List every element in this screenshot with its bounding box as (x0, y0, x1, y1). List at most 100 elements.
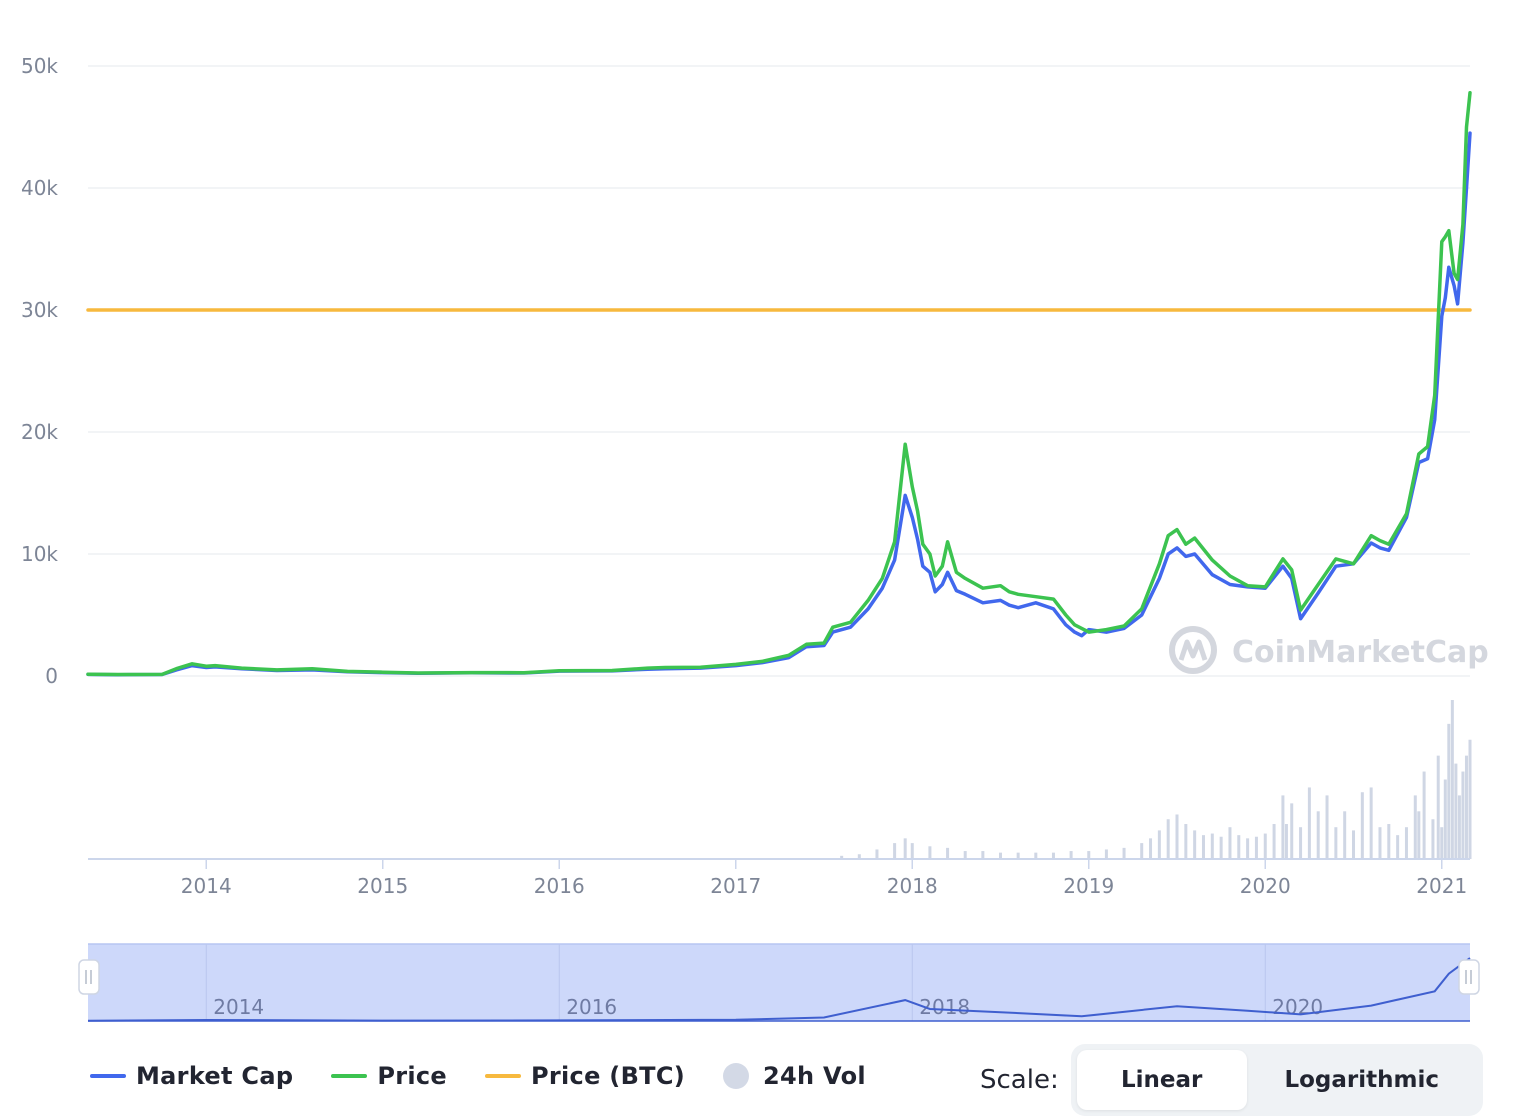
volume-bar (1343, 811, 1347, 859)
volume-bar (1413, 795, 1417, 859)
volume-bar (1219, 836, 1223, 859)
navigator-selection[interactable] (88, 944, 1470, 1021)
x-tick-2014: 2014 (181, 874, 232, 898)
volume-bar (1325, 795, 1329, 859)
volume-bar (1461, 771, 1465, 859)
volume-bar (946, 847, 950, 859)
volume-bar (1157, 830, 1161, 859)
y-tick-10k: 10k (21, 542, 58, 566)
y-tick-20k: 20k (21, 420, 58, 444)
scale-switcher: Scale: Linear Logarithmic (980, 1040, 1483, 1120)
volume-bar (1281, 795, 1285, 859)
scale-label: Scale: (980, 1065, 1059, 1095)
volume-bar (1422, 771, 1426, 859)
volume-bar (1175, 814, 1179, 859)
volume-bar (1299, 827, 1303, 859)
volume-bar (1149, 838, 1153, 859)
coinmarketcap-logo-icon (1169, 626, 1217, 674)
volume-bar (1369, 787, 1373, 859)
volume-bar (1166, 819, 1170, 859)
x-tick-2021: 2021 (1416, 874, 1467, 898)
volume-bar (1334, 827, 1338, 859)
volume-bar (1352, 830, 1356, 859)
volume-bar (1284, 824, 1288, 859)
volume-bar (1051, 852, 1055, 859)
volume-bar (999, 852, 1003, 859)
volume-bar (910, 843, 914, 859)
legend-label-market-cap: Market Cap (136, 1062, 294, 1090)
navigator-right-handle[interactable] (1458, 959, 1480, 995)
volume-bar (1431, 819, 1435, 859)
legend-label-24h-vol: 24h Vol (763, 1062, 866, 1090)
legend-label-price-btc: Price (BTC) (530, 1062, 686, 1090)
volume-bar (963, 851, 967, 859)
x-axis-ticks: 2014 2015 2016 2017 2018 2019 2020 2021 (181, 859, 1467, 898)
legend-item-market-cap[interactable]: Market Cap (90, 1062, 293, 1090)
volume-bar (1087, 851, 1091, 859)
volume-bar (1457, 795, 1461, 859)
x-tick-2017: 2017 (710, 874, 761, 898)
volume-bar (893, 843, 897, 859)
grid-lines (88, 65, 1470, 677)
volume-bar (875, 849, 879, 859)
volume-bar (1104, 849, 1108, 859)
legend-item-price[interactable]: Price (331, 1062, 447, 1090)
volume-bar (1069, 851, 1073, 859)
legend-item-price-btc[interactable]: Price (BTC) (484, 1062, 686, 1090)
price-swatch (331, 1074, 368, 1078)
x-tick-2018: 2018 (887, 874, 938, 898)
navigator-tick-2018: 2018 (919, 995, 970, 1019)
navigator-tick-2016: 2016 (566, 995, 617, 1019)
volume-bar (1193, 830, 1197, 859)
volume-bar (1464, 755, 1468, 859)
volume-bar (840, 855, 844, 859)
volume-bar (1436, 755, 1440, 859)
navigator-left-handle[interactable] (78, 959, 100, 995)
legend-item-24h-vol[interactable]: 24h Vol (723, 1062, 866, 1090)
volume-bar (1272, 824, 1276, 859)
volume-bar (928, 846, 932, 859)
volume-bar (1378, 827, 1382, 859)
volume-bar (1034, 852, 1038, 859)
volume-bar (1450, 700, 1454, 859)
volume-bar (1387, 824, 1391, 859)
vol-swatch (723, 1063, 750, 1089)
legend-label-price: Price (377, 1062, 447, 1090)
volume-bar (1360, 792, 1364, 859)
volume-bar (1122, 847, 1126, 859)
x-tick-2015: 2015 (357, 874, 408, 898)
volume-bar (1210, 833, 1214, 859)
y-tick-50k: 50k (21, 54, 58, 78)
volume-bar (1140, 843, 1144, 859)
volume-bar (1443, 779, 1447, 859)
y-tick-30k: 30k (21, 298, 58, 322)
volume-bar (1201, 835, 1205, 859)
volume-bar (1307, 787, 1311, 859)
legend: Market Cap Price Price (BTC) 24h Vol (90, 1062, 904, 1090)
volume-bar (1263, 833, 1267, 859)
scale-toggle: Linear Logarithmic (1070, 1044, 1483, 1116)
volume-bar (1440, 827, 1444, 859)
scale-logarithmic-button[interactable]: Logarithmic (1284, 1067, 1439, 1093)
volume-bar (1016, 852, 1020, 859)
y-axis-ticks: 0 10k 20k 30k 40k 50k (21, 54, 58, 688)
volume-bar (1417, 811, 1421, 859)
handle-body (1458, 959, 1480, 995)
volume-bar (1396, 835, 1400, 859)
series-line-price (86, 91, 1472, 677)
x-tick-2019: 2019 (1063, 874, 1114, 898)
volume-bar (903, 838, 907, 859)
volume-bar (1447, 723, 1451, 859)
volume-bar (1237, 835, 1241, 859)
volume-bar (1246, 838, 1250, 859)
y-tick-40k: 40k (21, 176, 58, 200)
scale-linear-button[interactable]: Linear (1076, 1050, 1247, 1110)
volume-bar (1290, 803, 1294, 859)
volume-bar (1454, 763, 1458, 859)
navigator[interactable]: 2014 2016 2018 2020 (78, 943, 1480, 1022)
x-tick-2020: 2020 (1240, 874, 1291, 898)
volume-bar (1254, 836, 1258, 859)
series-lines (86, 91, 1472, 677)
price-btc-swatch (484, 1074, 521, 1078)
